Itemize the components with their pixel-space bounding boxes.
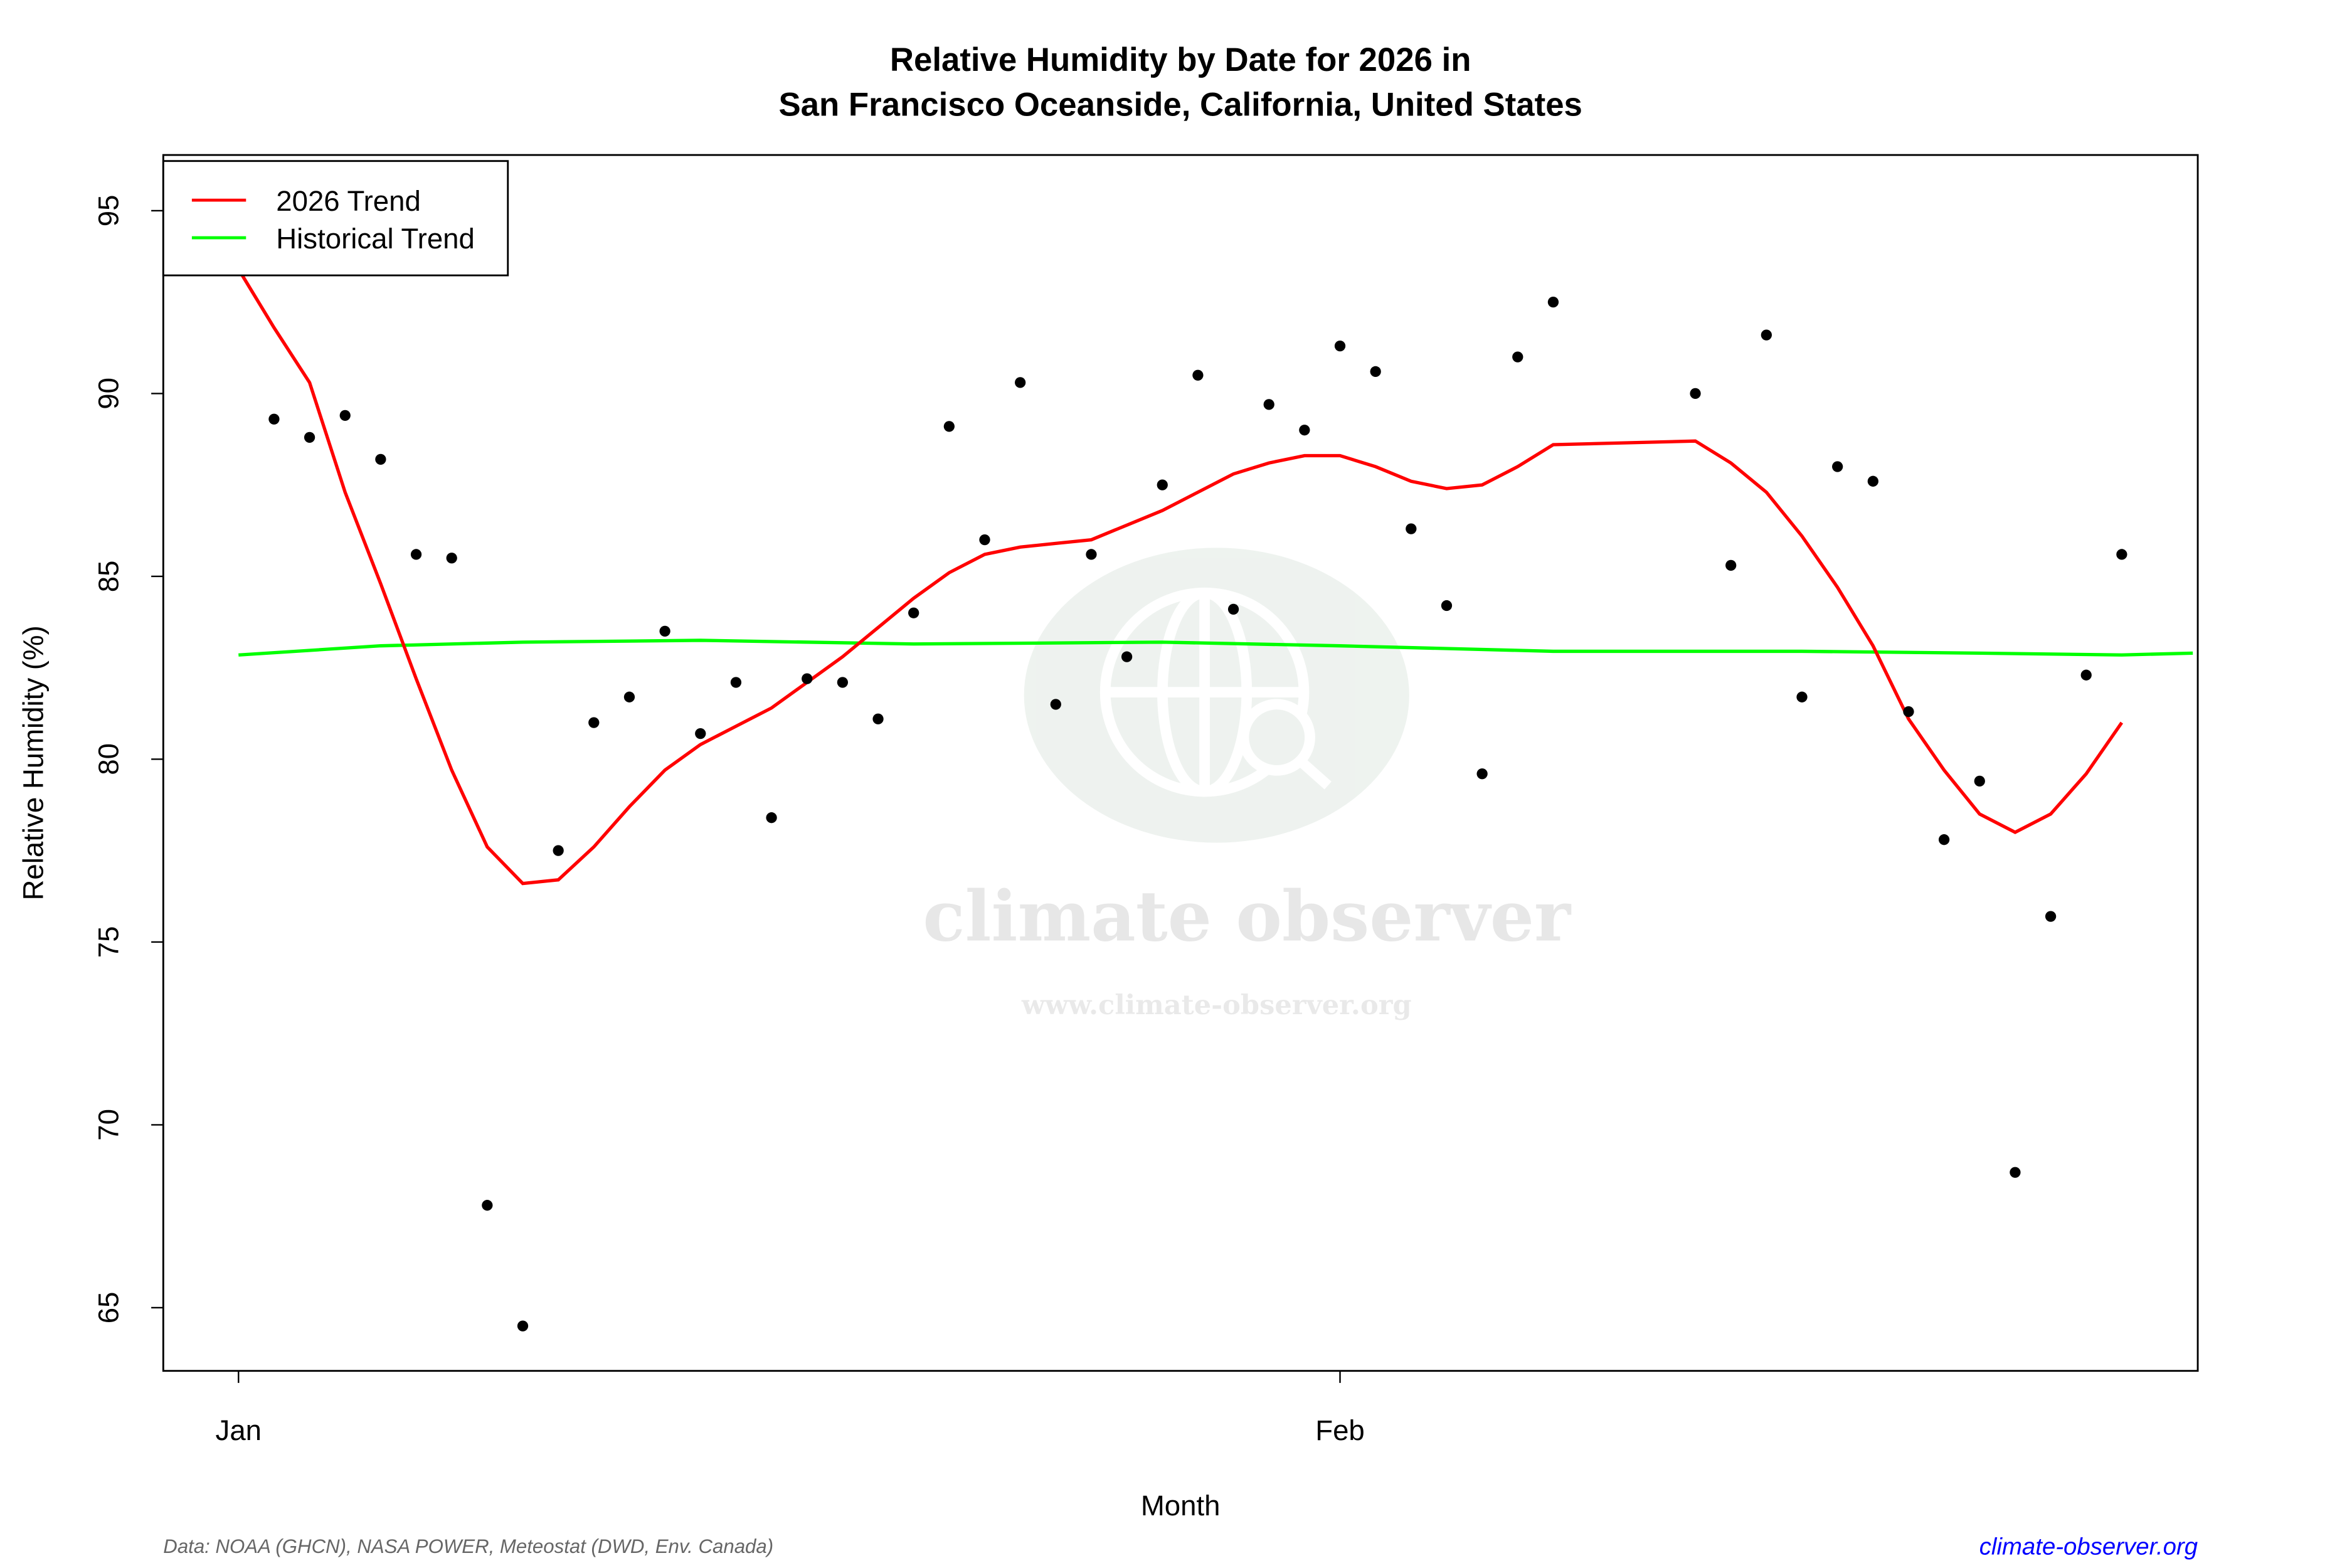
data-point (2045, 911, 2057, 922)
data-point (1725, 559, 1737, 571)
data-points (268, 297, 2127, 1332)
data-point (1192, 369, 1204, 381)
data-point (482, 1200, 493, 1211)
series-line-2026-trend (237, 268, 2124, 886)
data-point (268, 413, 280, 425)
data-point (553, 845, 564, 856)
data-point (1690, 388, 1701, 400)
data-point (1086, 549, 1097, 560)
data-point (872, 713, 884, 724)
trend-lines (237, 268, 2193, 886)
data-point (730, 677, 742, 688)
data-point (623, 691, 635, 702)
y-tick-label: 90 (92, 378, 124, 410)
data-point (802, 673, 813, 684)
x-axis: Jan Feb (216, 1370, 1365, 1446)
data-point (1299, 425, 1310, 436)
data-point (1867, 475, 1878, 487)
legend: 2026 Trend Historical Trend (162, 160, 509, 277)
data-point (1938, 834, 1950, 845)
data-point (979, 534, 990, 546)
data-point (588, 717, 600, 728)
data-point (339, 410, 351, 421)
data-point (446, 553, 457, 564)
data-point (1476, 768, 1488, 780)
data-point (375, 453, 386, 465)
data-point (1832, 461, 1843, 472)
y-axis: 65 70 75 80 85 90 95 (92, 195, 164, 1324)
y-tick-label: 85 (92, 561, 124, 593)
data-point (1050, 699, 1061, 710)
chart-title: Relative Humidity by Date for 2026 in (890, 41, 1471, 78)
x-tick-label: Jan (216, 1414, 262, 1446)
data-point (2010, 1167, 2021, 1178)
data-point (908, 607, 919, 618)
data-point (1761, 329, 1772, 341)
data-point (1512, 351, 1523, 363)
y-tick-label: 65 (92, 1292, 124, 1324)
data-point (2080, 669, 2092, 681)
y-tick-label: 95 (92, 195, 124, 227)
data-point (410, 549, 422, 560)
data-point (659, 625, 670, 637)
data-point (1227, 603, 1239, 615)
y-tick-label: 75 (92, 926, 124, 958)
legend-label-2026: 2026 Trend (276, 185, 421, 217)
data-point (1547, 297, 1559, 308)
data-point (1406, 523, 1417, 534)
data-point (1370, 366, 1381, 378)
watermark-name: climate observer (923, 876, 1572, 958)
data-point (1796, 691, 1808, 702)
data-point (1334, 340, 1346, 352)
y-axis-label: Relative Humidity (%) (17, 625, 49, 900)
data-point (943, 421, 955, 432)
data-point (837, 677, 849, 688)
x-tick-label: Feb (1315, 1414, 1365, 1446)
data-point (2116, 549, 2127, 560)
x-axis-label: Month (1141, 1490, 1221, 1522)
watermark-url: www.climate-observer.org (1021, 989, 1412, 1021)
data-point (1263, 399, 1274, 410)
data-point (1974, 775, 1985, 787)
legend-label-historical: Historical Trend (276, 223, 475, 255)
data-point (766, 812, 777, 824)
chart-subtitle: San Francisco Oceanside, California, Uni… (778, 87, 1582, 124)
data-point (517, 1320, 529, 1332)
series-line-historical-trend (238, 638, 2193, 657)
data-source-note: Data: NOAA (GHCN), NASA POWER, Meteostat… (163, 1535, 773, 1557)
site-link[interactable]: climate-observer.org (1979, 1533, 2198, 1560)
data-point (1441, 600, 1453, 612)
y-tick-label: 80 (92, 743, 124, 775)
y-tick-label: 70 (92, 1109, 124, 1141)
data-point (304, 432, 315, 443)
data-point (1903, 706, 1914, 718)
data-point (1015, 377, 1026, 388)
data-point (1121, 651, 1133, 662)
data-point (695, 728, 706, 739)
watermark: climate observer www.climate-observer.or… (923, 548, 1572, 1021)
data-point (1157, 479, 1168, 490)
